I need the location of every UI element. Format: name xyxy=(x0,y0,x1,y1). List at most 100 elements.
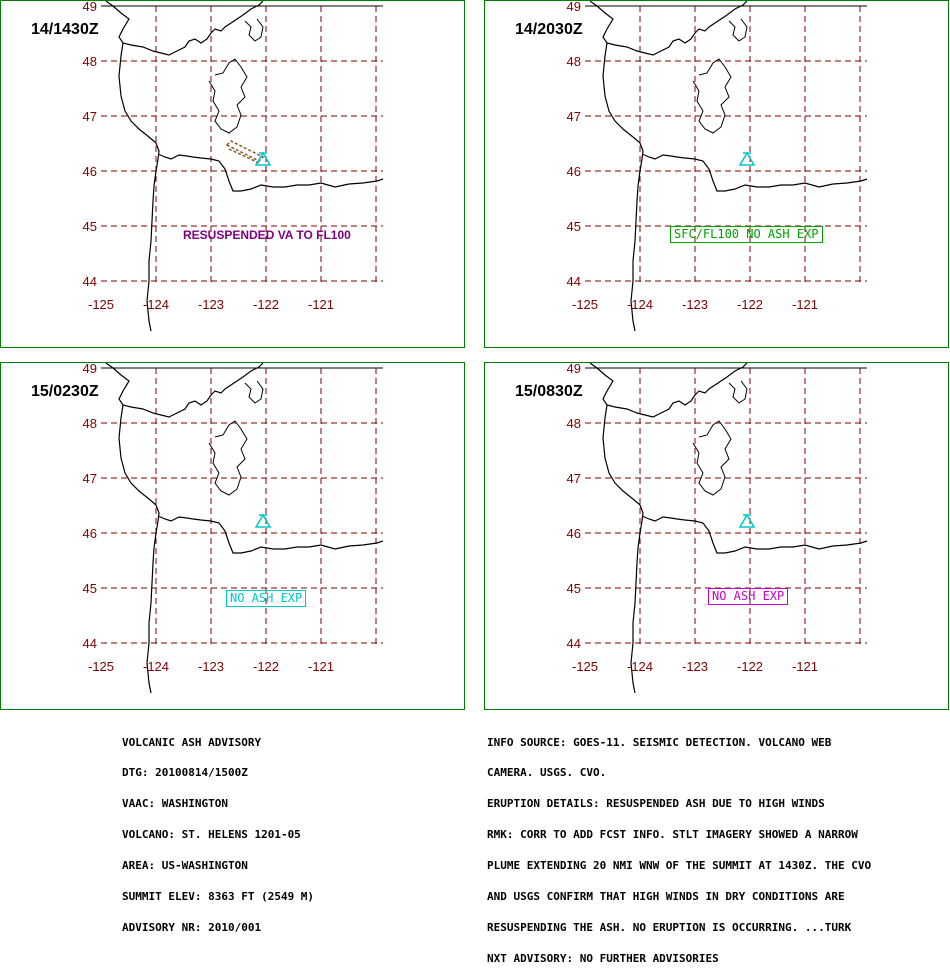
puget-sound-coastline xyxy=(692,420,732,496)
ash-plume-outline xyxy=(225,140,265,162)
coastline xyxy=(641,515,868,554)
advisory-line: RESUSPENDING THE ASH. NO ERUPTION IS OCC… xyxy=(487,920,852,934)
latitude-label: 48 xyxy=(83,54,97,69)
coastline xyxy=(105,1,264,56)
island-coastline xyxy=(244,380,264,404)
ash-plume-line xyxy=(228,148,260,164)
puget-sound-coastline xyxy=(208,420,248,496)
latitude-label: 46 xyxy=(83,164,97,179)
map-canvas: 49 48 47 46 45 44 -125 -124 -123 -122 -121 xyxy=(83,1,384,332)
latitude-label: 44 xyxy=(83,274,97,289)
forecast-note: NO ASH EXP xyxy=(708,588,789,605)
volcano-triangle xyxy=(254,513,272,528)
advisory-line: VOLCANIC ASH ADVISORY xyxy=(122,735,262,749)
longitude-label: -121 xyxy=(308,659,334,674)
coastline xyxy=(157,153,384,192)
advisory-line: INFO SOURCE: GOES-11. SEISMIC DETECTION.… xyxy=(487,735,832,749)
advisory-line: VAAC: WASHINGTON xyxy=(122,797,228,811)
longitude-label: -125 xyxy=(572,659,598,674)
longitude-label: -124 xyxy=(627,659,653,674)
advisory-line: AREA: US-WASHINGTON xyxy=(122,859,248,873)
volcano-icon xyxy=(738,151,756,166)
longitude-label: -124 xyxy=(143,659,169,674)
advisory-left-block: VOLCANIC ASH ADVISORY DTG: 20100814/1500… xyxy=(122,717,314,944)
advisory-line: SUMMIT ELEV: 8363 FT (2549 M) xyxy=(122,890,315,904)
latitude-label: 49 xyxy=(567,1,581,14)
advisory-line: PLUME EXTENDING 20 NMI WNW OF THE SUMMIT… xyxy=(487,859,872,873)
longitude-label: -125 xyxy=(88,659,114,674)
longitude-label: -125 xyxy=(88,297,114,312)
coastline xyxy=(105,363,264,418)
latitude-label: 47 xyxy=(83,109,97,124)
panel-time-label: 15/0830Z xyxy=(515,383,583,400)
longitude-label: -124 xyxy=(143,297,169,312)
puget-sound-coastline xyxy=(692,58,732,134)
latitude-label: 44 xyxy=(567,636,581,651)
volcano-triangle xyxy=(738,513,756,528)
map-canvas: 49 48 47 46 45 44 -125 -124 -123 -122 -121 xyxy=(567,1,868,332)
latitude-label: 48 xyxy=(567,54,581,69)
coastline xyxy=(589,363,748,418)
advisory-line: NXT ADVISORY: NO FURTHER ADVISORIES xyxy=(487,951,719,965)
island-coastline xyxy=(244,18,264,42)
volcano-icon xyxy=(738,513,756,528)
longitude-label: -122 xyxy=(253,297,279,312)
coastline xyxy=(602,404,644,694)
map-canvas: 49 48 47 46 45 44 -125 -124 -123 -122 -121 xyxy=(567,363,868,694)
island-coastline xyxy=(728,18,748,42)
latitude-label: 49 xyxy=(83,1,97,14)
latitude-label: 47 xyxy=(567,471,581,486)
longitude-label: -123 xyxy=(198,297,224,312)
longitude-label: -121 xyxy=(792,659,818,674)
forecast-note: RESUSPENDED VA TO FL100 xyxy=(183,228,351,242)
latitude-label: 49 xyxy=(567,363,581,376)
volcano-icon xyxy=(254,513,272,528)
longitude-label: -123 xyxy=(682,659,708,674)
coastline xyxy=(118,42,160,332)
coastline xyxy=(589,1,748,56)
coastline xyxy=(118,404,160,694)
latitude-label: 48 xyxy=(83,416,97,431)
latitude-label: 47 xyxy=(83,471,97,486)
ash-plume xyxy=(225,140,265,164)
longitude-label: -124 xyxy=(627,297,653,312)
forecast-note: SFC/FL100 NO ASH EXP xyxy=(670,226,823,243)
latitude-label: 44 xyxy=(567,274,581,289)
map-panel: 49 48 47 46 45 44 -125 -124 -123 -122 -121 15/0830Z xyxy=(484,362,949,710)
forecast-note: NO ASH EXP xyxy=(226,590,307,607)
longitude-label: -122 xyxy=(737,659,763,674)
map-panel: 49 48 47 46 45 44 -125 -124 -123 -122 -121 15/0230Z xyxy=(0,362,465,710)
advisory-line: VOLCANO: ST. HELENS 1201-05 xyxy=(122,828,301,842)
latitude-label: 48 xyxy=(567,416,581,431)
coastline xyxy=(641,153,868,192)
latitude-label: 46 xyxy=(567,164,581,179)
longitude-label: -121 xyxy=(308,297,334,312)
advisory-right-block: INFO SOURCE: GOES-11. SEISMIC DETECTION.… xyxy=(487,717,871,974)
longitude-label: -123 xyxy=(198,659,224,674)
latitude-label: 45 xyxy=(83,581,97,596)
advisory-line: ADVISORY NR: 2010/001 xyxy=(122,920,262,934)
map-panel: 49 48 47 46 45 44 -125 -124 -123 -122 -121 14/1430Z xyxy=(0,0,465,348)
coastline xyxy=(602,42,644,332)
latitude-label: 45 xyxy=(567,219,581,234)
advisory-line: ERUPTION DETAILS: RESUSPENDED ASH DUE TO… xyxy=(487,797,825,811)
advisory-line: RMK: CORR TO ADD FCST INFO. STLT IMAGERY… xyxy=(487,828,858,842)
advisory-line: AND USGS CONFIRM THAT HIGH WINDS IN DRY … xyxy=(487,890,845,904)
puget-sound-coastline xyxy=(208,58,248,134)
panel-time-label: 14/1430Z xyxy=(31,21,99,38)
longitude-label: -123 xyxy=(682,297,708,312)
panel-time-label: 14/2030Z xyxy=(515,21,583,38)
map-panel: 49 48 47 46 45 44 -125 -124 -123 -122 -121 14/2030Z xyxy=(484,0,949,348)
latitude-label: 47 xyxy=(567,109,581,124)
longitude-label: -125 xyxy=(572,297,598,312)
latitude-label: 49 xyxy=(83,363,97,376)
volcano-icon xyxy=(254,151,272,166)
volcano-triangle xyxy=(738,151,756,166)
latitude-label: 46 xyxy=(83,526,97,541)
island-coastline xyxy=(728,380,748,404)
coastline xyxy=(157,515,384,554)
latitude-label: 45 xyxy=(567,581,581,596)
longitude-label: -122 xyxy=(253,659,279,674)
latitude-label: 46 xyxy=(567,526,581,541)
latitude-label: 45 xyxy=(83,219,97,234)
